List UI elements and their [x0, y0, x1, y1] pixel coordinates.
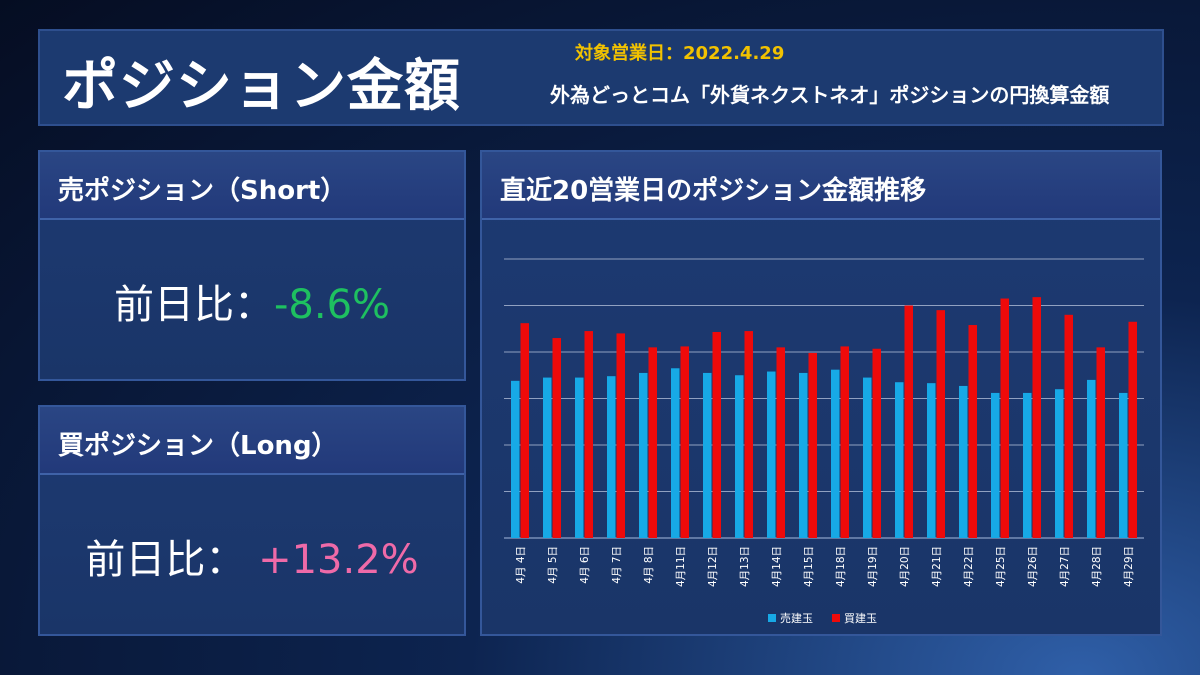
long-bar	[616, 333, 625, 538]
x-tick-label: 4月 7日	[611, 546, 623, 584]
long-bar	[1000, 298, 1009, 538]
long-bar	[1064, 314, 1073, 538]
short-bar	[927, 383, 936, 538]
legend-label-long: 買建玉	[844, 611, 877, 625]
position-bar-chart: 4月 4日 4月 5日 4月 6日 4月 7日 4月 8日 4月11日 4月12日 4月13日…	[504, 258, 1144, 625]
long-bar	[680, 346, 689, 538]
short-card-title: 売ポジション（Short）	[58, 176, 347, 206]
short-change-label: 前日比：	[113, 282, 274, 328]
long-card-header: 買ポジション（Long）	[40, 407, 464, 475]
long-bar	[808, 352, 817, 538]
chart-panel-header: 直近20営業日のポジション金額推移	[482, 152, 1160, 220]
chart-panel: 直近20営業日のポジション金額推移 4月 4日 4月 5日 4月 6日 4月 7日 4月…	[480, 150, 1162, 636]
short-position-card: 売ポジション（Short） 前日比：-8.6%	[38, 150, 466, 381]
short-bar	[511, 380, 520, 538]
long-bar	[744, 331, 753, 538]
x-tick-label: 4月29日	[1123, 546, 1135, 587]
long-bar	[776, 347, 785, 538]
x-tick-label: 4月14日	[771, 546, 783, 587]
page-title: ポジション金額	[62, 54, 461, 119]
x-tick-label: 4月15日	[803, 546, 815, 587]
x-tick-label: 4月26日	[1027, 546, 1039, 587]
x-tick-label: 4月 8日	[643, 546, 655, 584]
x-tick-label: 4月22日	[963, 546, 975, 587]
short-card-header: 売ポジション（Short）	[40, 152, 464, 220]
x-tick-label: 4月11日	[675, 546, 687, 587]
short-change-row: 前日比：-8.6%	[40, 272, 464, 330]
short-bar	[1023, 392, 1032, 538]
short-change-value: -8.6%	[273, 282, 391, 328]
x-tick-label: 4月 6日	[579, 546, 591, 584]
long-bar	[584, 331, 593, 538]
long-bar	[552, 338, 561, 538]
short-bar	[1087, 379, 1096, 538]
short-bar	[991, 392, 1000, 538]
x-tick-label: 4月28日	[1091, 546, 1103, 587]
long-bar	[1032, 297, 1041, 538]
short-bar	[863, 377, 872, 538]
long-change-value: +13.2%	[258, 537, 419, 583]
long-bar	[936, 310, 945, 538]
x-tick-label: 4月18日	[835, 546, 847, 587]
chart-panel-title: 直近20営業日のポジション金額推移	[500, 176, 927, 206]
long-position-card: 買ポジション（Long） 前日比： +13.2%	[38, 405, 466, 636]
x-tick-label: 4月 4日	[515, 546, 527, 584]
x-tick-label: 4月13日	[739, 546, 751, 587]
short-bar	[959, 385, 968, 538]
short-bar	[543, 377, 552, 538]
short-bar	[799, 372, 808, 538]
legend-swatch-short	[768, 614, 776, 622]
short-bar	[1119, 392, 1128, 538]
x-tick-label: 4月21日	[931, 546, 943, 587]
page-subtitle: 外為どっとコム「外貨ネクストネオ」ポジションの円換算金額	[550, 83, 1110, 107]
x-tick-label: 4月25日	[995, 546, 1007, 587]
long-card-title: 買ポジション（Long）	[58, 431, 338, 461]
long-bar	[840, 346, 849, 538]
short-bar	[639, 372, 648, 538]
long-bar	[968, 325, 977, 538]
legend-swatch-long	[832, 614, 840, 622]
short-bar	[895, 382, 904, 538]
x-tick-label: 4月19日	[867, 546, 879, 587]
long-bar	[1128, 321, 1137, 538]
long-change-row: 前日比： +13.2%	[40, 527, 464, 585]
short-bar	[575, 377, 584, 538]
long-bar	[1096, 347, 1105, 538]
long-change-label: 前日比：	[85, 537, 246, 583]
short-bar	[735, 375, 744, 538]
short-bar	[1055, 389, 1064, 538]
long-bar	[904, 305, 913, 538]
x-tick-label: 4月27日	[1059, 546, 1071, 587]
short-bar	[703, 372, 712, 538]
header-panel: ポジション金額 対象営業日：2022.4.29 外為どっとコム「外貨ネクストネオ…	[38, 29, 1164, 126]
x-tick-label: 4月12日	[707, 546, 719, 587]
x-tick-label: 4月 5日	[547, 546, 559, 584]
long-bar	[872, 348, 881, 538]
legend-label-short: 売建玉	[780, 611, 813, 625]
long-bar	[712, 332, 721, 538]
short-bar	[767, 371, 776, 538]
short-bar	[607, 376, 616, 538]
business-date-label: 対象営業日：2022.4.29	[575, 43, 785, 64]
short-bar	[831, 369, 840, 538]
short-bar	[671, 368, 680, 538]
long-bar	[648, 347, 657, 538]
x-tick-label: 4月20日	[899, 546, 911, 587]
long-bar	[520, 323, 529, 538]
